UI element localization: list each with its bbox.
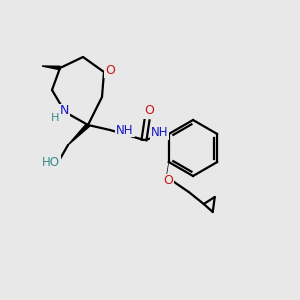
Polygon shape [68,124,89,145]
Text: O: O [144,104,154,118]
Polygon shape [42,66,60,70]
Text: O: O [105,64,115,76]
Text: O: O [163,175,173,188]
Text: N: N [59,104,69,118]
Text: H: H [51,113,59,123]
Text: HO: HO [42,155,60,169]
Text: NH: NH [116,124,134,136]
Text: NH: NH [151,127,168,140]
